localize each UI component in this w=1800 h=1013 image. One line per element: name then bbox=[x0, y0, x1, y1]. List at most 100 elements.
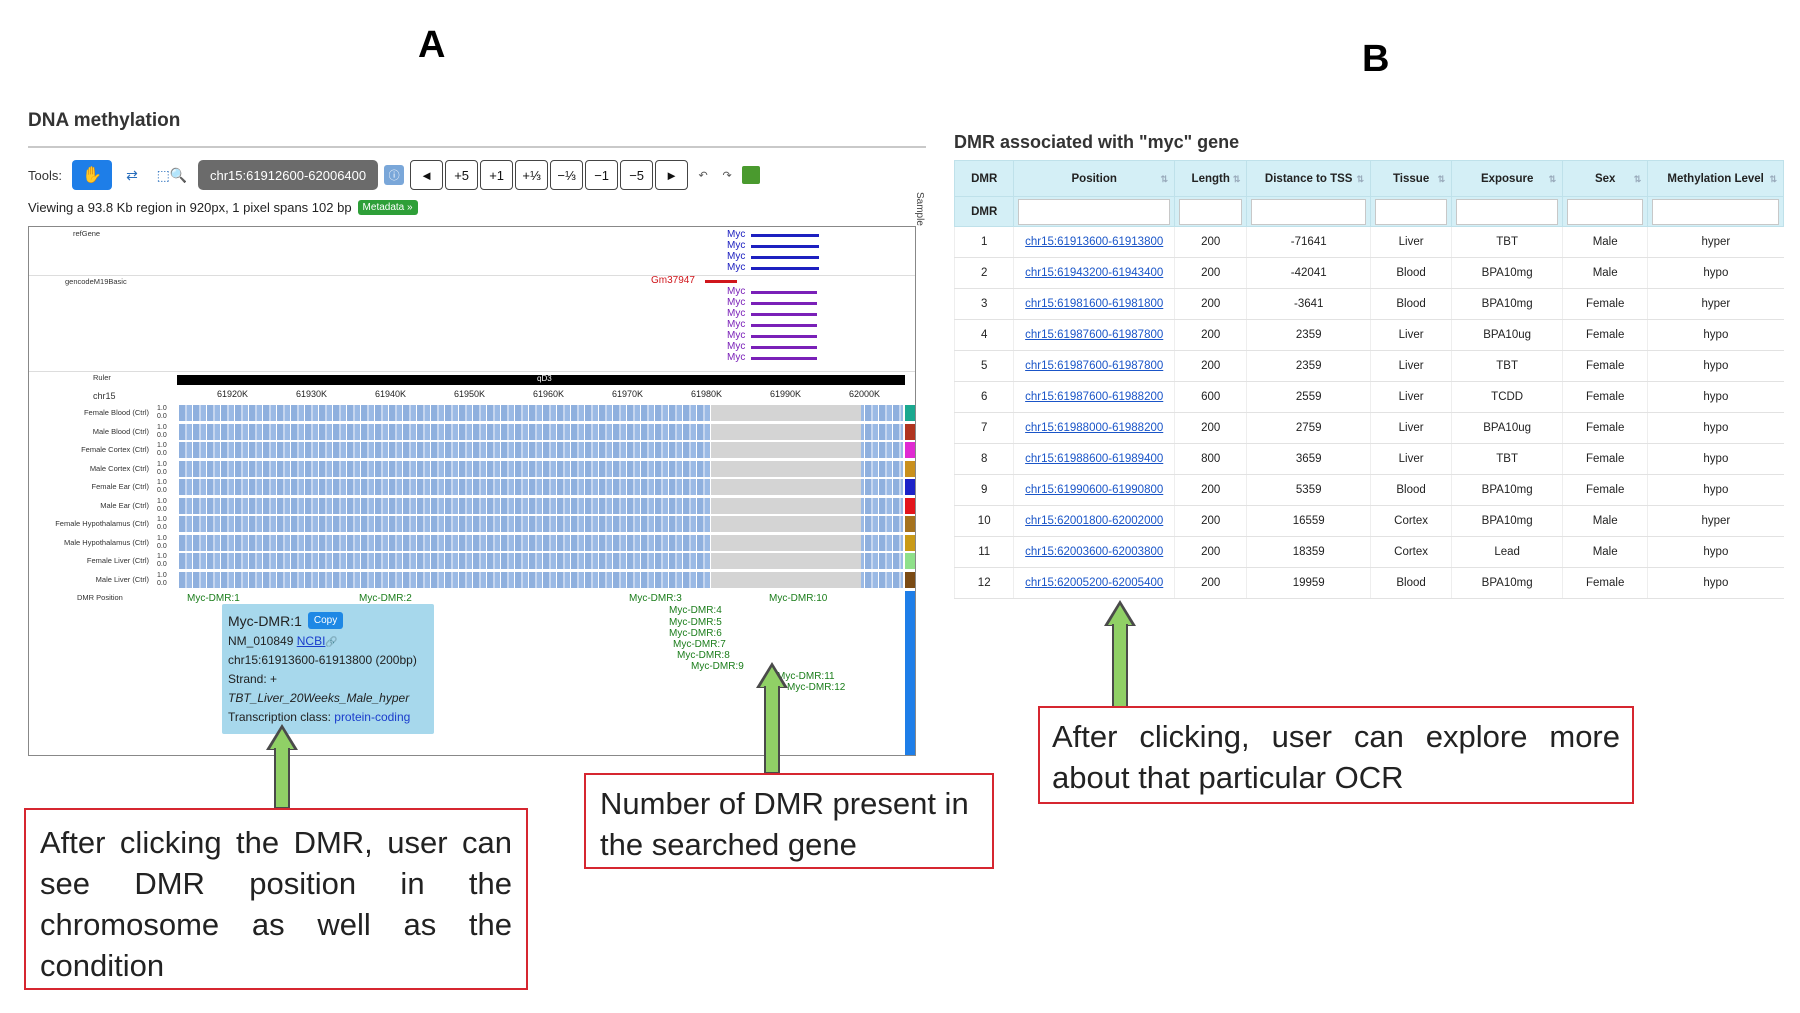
column-header[interactable]: Tissue ⇅ bbox=[1370, 160, 1453, 197]
position-link[interactable]: chr15:62003600-62003800 bbox=[1025, 546, 1164, 558]
dmr-feature[interactable]: Myc-DMR:6 bbox=[669, 628, 722, 639]
dmr-feature[interactable]: Myc-DMR:9 bbox=[691, 661, 744, 672]
table-row[interactable]: 1 chr15:61913600-61913800 200 -71641 Liver TB… bbox=[953, 226, 1784, 258]
table-row[interactable]: 12 chr15:62005200-62005400 200 19959 Blood BP… bbox=[953, 567, 1784, 599]
reorder-tool-icon[interactable]: ⇄ bbox=[126, 166, 138, 183]
screenshot-icon[interactable] bbox=[742, 166, 761, 184]
copy-button[interactable]: Copy bbox=[307, 612, 344, 629]
dmr-feature[interactable]: Myc-DMR:11 bbox=[777, 671, 835, 682]
methylation-track[interactable] bbox=[179, 460, 903, 477]
transcript-glyph[interactable] bbox=[751, 245, 819, 248]
transcript-glyph[interactable] bbox=[751, 256, 819, 259]
column-header[interactable]: DMR bbox=[953, 160, 1015, 197]
position-link[interactable]: chr15:61987600-61988200 bbox=[1025, 391, 1164, 403]
position-link[interactable]: chr15:61988000-61988200 bbox=[1025, 422, 1164, 434]
methylation-track[interactable] bbox=[179, 497, 903, 514]
filter-input[interactable] bbox=[1375, 198, 1448, 225]
methylation-track[interactable] bbox=[179, 571, 903, 588]
table-row[interactable]: 11 chr15:62003600-62003800 200 18359 Cortex L… bbox=[953, 536, 1784, 568]
filter-input[interactable] bbox=[1179, 198, 1243, 225]
filter-input[interactable] bbox=[1652, 198, 1779, 225]
column-header[interactable]: Position ⇅ bbox=[1013, 160, 1176, 197]
table-row[interactable]: 9 chr15:61990600-61990800 200 5359 Blood BPA1… bbox=[953, 474, 1784, 506]
sort-icon[interactable]: ⇅ bbox=[1769, 174, 1777, 184]
sort-icon[interactable]: ⇅ bbox=[1160, 174, 1169, 184]
filter-input[interactable] bbox=[1251, 198, 1367, 225]
methylation-track[interactable] bbox=[179, 479, 903, 495]
sort-icon[interactable]: ⇅ bbox=[1437, 174, 1446, 184]
table-row[interactable]: 2 chr15:61943200-61943400 200 -42041 Blood BP… bbox=[953, 257, 1784, 289]
position-link[interactable]: chr15:61990600-61990800 bbox=[1025, 484, 1164, 496]
transcript-glyph[interactable] bbox=[705, 280, 737, 283]
dmr-feature[interactable]: Myc-DMR:7 bbox=[673, 639, 726, 650]
dmr-feature[interactable]: Myc-DMR:8 bbox=[677, 650, 730, 661]
dmr-feature[interactable]: Myc-DMR:10 bbox=[769, 593, 828, 604]
table-row[interactable]: 3 chr15:61981600-61981800 200 -3641 Blood BPA… bbox=[953, 288, 1784, 320]
bookmark-icon[interactable]: ⓘ bbox=[384, 165, 405, 185]
transcript-glyph[interactable] bbox=[751, 291, 817, 294]
genome-browser-canvas[interactable]: refGene Myc Myc Myc Myc gencodeM19Basic Gm3… bbox=[28, 226, 916, 756]
sort-icon[interactable]: ⇅ bbox=[1356, 174, 1365, 184]
position-link[interactable]: chr15:62005200-62005400 bbox=[1025, 577, 1164, 589]
table-row[interactable]: 6 chr15:61987600-61988200 600 2559 Liver TCDD… bbox=[953, 381, 1784, 413]
methylation-track[interactable] bbox=[179, 534, 903, 551]
sort-icon[interactable]: ⇅ bbox=[1232, 174, 1241, 184]
zoom-out-1-button[interactable]: −1 bbox=[585, 160, 619, 190]
column-header[interactable]: Length ⇅ bbox=[1174, 160, 1248, 197]
redo-icon[interactable]: ↷ bbox=[722, 169, 732, 182]
zoom-in-1-button[interactable]: +1 bbox=[480, 160, 514, 190]
filter-input[interactable] bbox=[1567, 198, 1644, 225]
metadata-button[interactable]: Metadata » bbox=[357, 200, 418, 215]
table-row[interactable]: 10 chr15:62001800-62002000 200 16559 Cortex B… bbox=[953, 505, 1784, 537]
methylation-track[interactable] bbox=[179, 516, 903, 532]
dmr-feature[interactable]: Myc-DMR:4 bbox=[669, 605, 722, 616]
dmr-feature[interactable]: Myc-DMR:5 bbox=[669, 617, 722, 628]
table-row[interactable]: 8 chr15:61988600-61989400 800 3659 Liver TBT F… bbox=[953, 443, 1784, 475]
transcript-glyph[interactable] bbox=[751, 234, 819, 237]
zoom-in-third-button[interactable]: +⅓ bbox=[515, 160, 549, 190]
dmr-feature[interactable]: Myc-DMR:12 bbox=[787, 682, 846, 693]
zoom-select-tool-icon[interactable]: ⬚🔍 bbox=[156, 166, 188, 183]
position-link[interactable]: chr15:61943200-61943400 bbox=[1025, 267, 1164, 279]
position-link[interactable]: chr15:62001800-62002000 bbox=[1025, 515, 1164, 527]
position-link[interactable]: chr15:61981600-61981800 bbox=[1025, 298, 1164, 310]
pan-right-button[interactable]: ► bbox=[655, 160, 689, 190]
ncbi-link[interactable]: NCBI bbox=[296, 634, 326, 648]
filter-input[interactable] bbox=[1018, 198, 1171, 225]
position-link[interactable]: chr15:61987600-61987800 bbox=[1025, 329, 1164, 341]
dmr-feature[interactable]: Myc-DMR:2 bbox=[359, 593, 412, 604]
position-link[interactable]: chr15:61988600-61989400 bbox=[1025, 453, 1164, 465]
methylation-track[interactable] bbox=[179, 423, 903, 440]
methylation-track[interactable] bbox=[179, 405, 903, 421]
table-row[interactable]: 4 chr15:61987600-61987800 200 2359 Liver BPA1… bbox=[953, 319, 1784, 351]
table-row[interactable]: 5 chr15:61987600-61987800 200 2359 Liver TBT F… bbox=[953, 350, 1784, 382]
dmr-feature[interactable]: Myc-DMR:3 bbox=[629, 593, 682, 604]
filter-input[interactable] bbox=[1456, 198, 1559, 225]
column-header[interactable]: Distance to TSS ⇅ bbox=[1246, 160, 1372, 197]
transcript-glyph[interactable] bbox=[751, 267, 819, 270]
sort-icon[interactable]: ⇅ bbox=[1548, 174, 1557, 184]
methylation-track[interactable] bbox=[179, 553, 903, 569]
dmr-feature[interactable]: Myc-DMR:1 bbox=[187, 593, 240, 604]
undo-icon[interactable]: ↶ bbox=[698, 169, 708, 182]
sort-icon[interactable]: ⇅ bbox=[1633, 174, 1642, 184]
zoom-out-third-button[interactable]: −⅓ bbox=[550, 160, 584, 190]
pan-left-button[interactable]: ◄ bbox=[410, 160, 444, 190]
transcript-glyph[interactable] bbox=[751, 324, 817, 327]
column-header[interactable]: Methylation Level ⇅ bbox=[1647, 160, 1784, 197]
transcript-glyph[interactable] bbox=[751, 357, 817, 360]
position-link[interactable]: chr15:61987600-61987800 bbox=[1025, 360, 1164, 372]
transcript-glyph[interactable] bbox=[751, 346, 817, 349]
column-header[interactable]: Sex ⇅ bbox=[1562, 160, 1649, 197]
transcript-glyph[interactable] bbox=[751, 302, 817, 305]
column-header[interactable]: Exposure ⇅ bbox=[1451, 160, 1564, 197]
methylation-track[interactable] bbox=[179, 442, 903, 458]
table-row[interactable]: 7 chr15:61988000-61988200 200 2759 Liver BPA1… bbox=[953, 412, 1784, 444]
transcript-glyph[interactable] bbox=[751, 335, 817, 338]
locus-field[interactable]: chr15:61912600-62006400 bbox=[197, 160, 379, 190]
zoom-in-5-button[interactable]: +5 bbox=[445, 160, 479, 190]
position-link[interactable]: chr15:61913600-61913800 bbox=[1025, 236, 1164, 248]
hand-tool-icon[interactable]: ✋ bbox=[71, 160, 112, 190]
transcript-glyph[interactable] bbox=[751, 313, 817, 316]
zoom-out-5-button[interactable]: −5 bbox=[620, 160, 654, 190]
